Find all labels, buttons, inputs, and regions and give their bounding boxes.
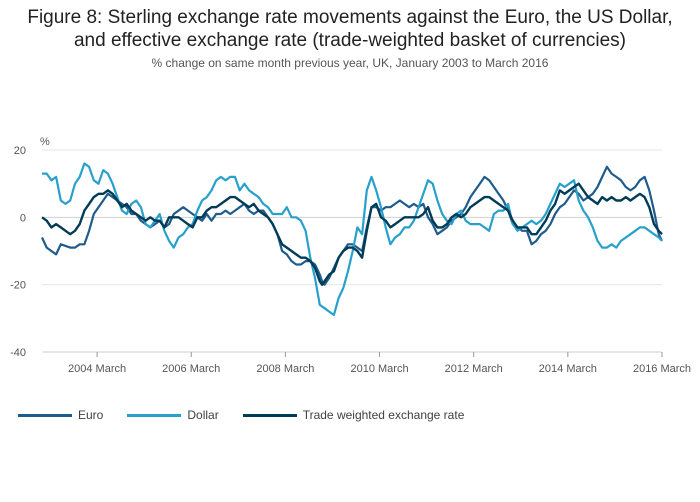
legend-swatch [127, 413, 182, 417]
chart-subtitle: % change on same month previous year, UK… [151, 56, 549, 70]
y-tick-label: 20 [14, 145, 26, 157]
y-tick-label: -40 [10, 347, 26, 359]
legend-swatch [18, 413, 72, 417]
x-tick-label: 2006 March [162, 363, 220, 375]
chart-title-line-1: Figure 8: Sterling exchange rate movemen… [27, 7, 673, 28]
legend-label: Trade weighted exchange rate [302, 408, 465, 422]
y-axis-label: % [40, 136, 50, 148]
series-lines [41, 162, 663, 317]
legend-label: Euro [78, 408, 104, 422]
x-tick-label: 2014 March [539, 363, 597, 375]
legend-item[interactable]: Dollar [127, 408, 219, 422]
legend-item[interactable]: Euro [18, 408, 103, 422]
chart-title-line-2: and effective exchange rate (trade-weigh… [73, 30, 627, 51]
x-tick-label: 2004 March [68, 363, 126, 375]
legend-label: Dollar [187, 408, 219, 422]
series-line-dollar [42, 162, 663, 317]
y-axis-ticks: 20 0 -20 -40 [10, 145, 26, 359]
legend-swatch [242, 413, 297, 417]
x-tick-label: 2016 March [633, 363, 691, 375]
x-tick-label: 2010 March [350, 363, 408, 375]
x-tick-label: 2008 March [256, 363, 314, 375]
x-tick-label: 2012 March [445, 363, 503, 375]
legend-item[interactable]: Trade weighted exchange rate [242, 408, 465, 422]
chart-title: Figure 8: Sterling exchange rate movemen… [0, 6, 700, 52]
y-tick-label: -20 [10, 280, 26, 292]
legend: Euro Dollar Trade weighted exchange rate [18, 408, 488, 422]
x-axis-ticks: 2004 March 2006 March 2008 March 2010 March… [42, 351, 691, 375]
series-line-trade-weighted-exchange-rate [41, 182, 663, 286]
y-tick-label: 0 [20, 212, 26, 224]
